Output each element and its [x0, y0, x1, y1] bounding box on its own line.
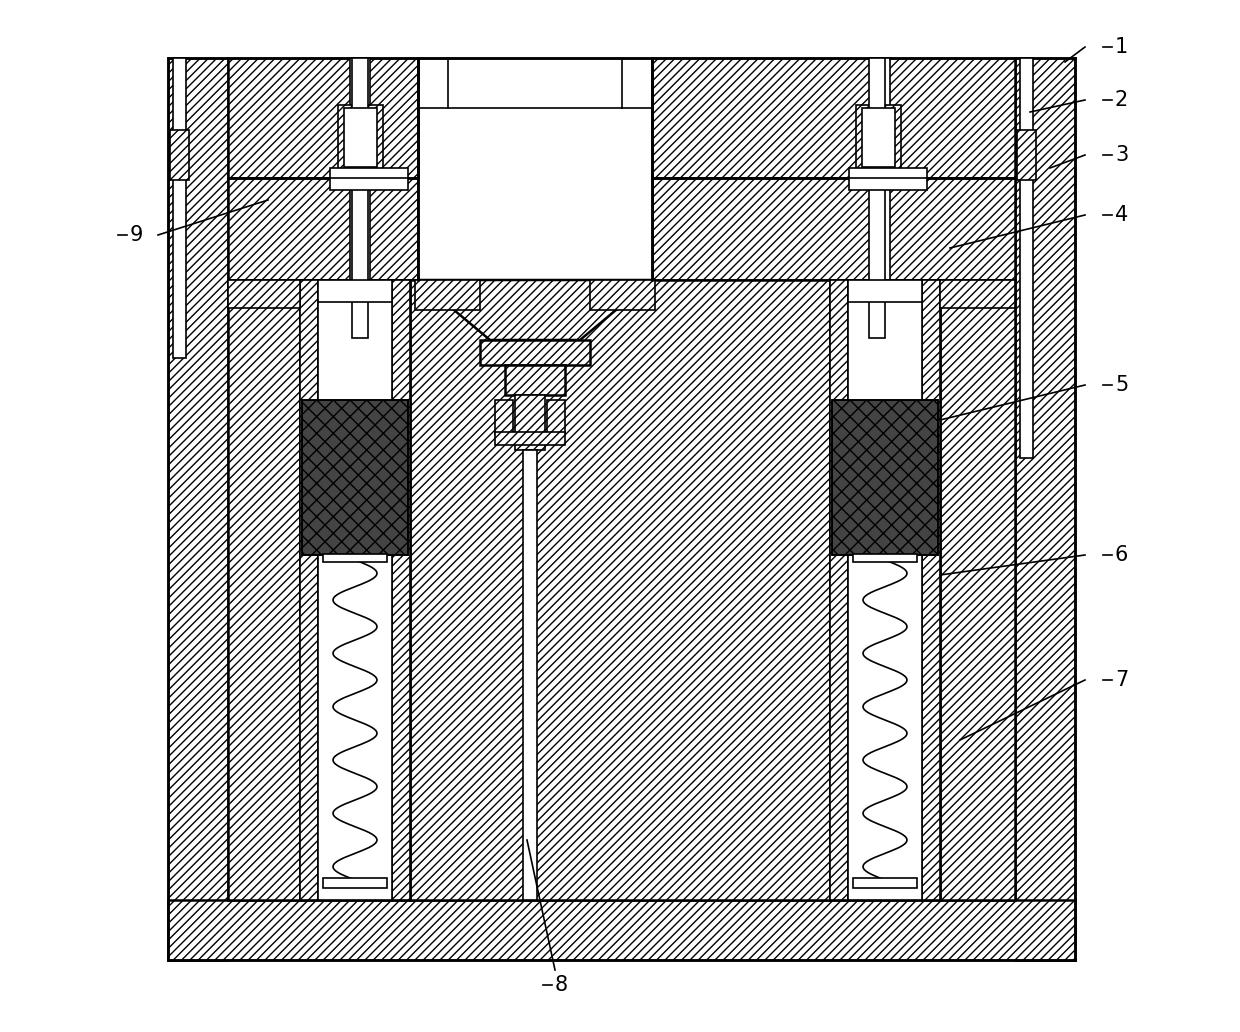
- Bar: [480, 340, 590, 365]
- Text: 4: 4: [1115, 205, 1128, 225]
- Text: 7: 7: [1115, 670, 1128, 690]
- Bar: [228, 58, 418, 178]
- Bar: [495, 432, 565, 445]
- Bar: [523, 450, 537, 900]
- Bar: [228, 178, 418, 280]
- Bar: [415, 280, 480, 310]
- Bar: [418, 58, 652, 280]
- Bar: [862, 108, 895, 167]
- Bar: [940, 280, 1016, 900]
- Text: 3: 3: [1115, 146, 1128, 165]
- Bar: [339, 105, 383, 170]
- Bar: [830, 280, 940, 900]
- Bar: [228, 280, 300, 900]
- Bar: [848, 280, 923, 900]
- Bar: [228, 280, 300, 308]
- Bar: [317, 280, 392, 302]
- Bar: [505, 365, 565, 395]
- Bar: [418, 58, 652, 280]
- Bar: [167, 900, 1075, 960]
- Bar: [547, 400, 565, 436]
- Bar: [853, 878, 918, 888]
- Bar: [832, 400, 937, 555]
- Text: 2: 2: [1115, 90, 1128, 110]
- Bar: [322, 878, 387, 888]
- Bar: [343, 108, 377, 167]
- Bar: [350, 58, 370, 280]
- Bar: [1017, 130, 1035, 180]
- Bar: [330, 168, 408, 190]
- Text: 6: 6: [1115, 545, 1128, 565]
- Bar: [849, 168, 928, 190]
- Bar: [870, 58, 890, 280]
- Bar: [392, 280, 410, 900]
- Bar: [322, 554, 387, 562]
- Bar: [853, 554, 918, 562]
- Bar: [1021, 58, 1033, 458]
- Bar: [410, 280, 830, 900]
- Polygon shape: [418, 280, 652, 340]
- Bar: [848, 280, 923, 302]
- Bar: [652, 58, 1016, 178]
- Bar: [303, 400, 408, 555]
- Bar: [1016, 58, 1075, 960]
- Bar: [869, 58, 885, 338]
- Text: 1: 1: [1115, 37, 1128, 57]
- Bar: [352, 58, 368, 338]
- Bar: [830, 280, 848, 900]
- Bar: [303, 400, 408, 555]
- Bar: [495, 400, 513, 436]
- Bar: [923, 280, 940, 900]
- Bar: [300, 280, 410, 900]
- Bar: [300, 280, 317, 900]
- Bar: [590, 280, 655, 310]
- Bar: [515, 395, 546, 450]
- Bar: [940, 280, 1016, 308]
- Text: 8: 8: [556, 975, 568, 995]
- Bar: [174, 58, 186, 358]
- Text: 9: 9: [130, 225, 144, 245]
- Bar: [832, 400, 937, 555]
- Bar: [652, 178, 1016, 280]
- Bar: [317, 280, 392, 900]
- Text: 5: 5: [1115, 375, 1128, 395]
- Bar: [167, 58, 228, 960]
- Bar: [856, 105, 901, 170]
- Bar: [170, 130, 188, 180]
